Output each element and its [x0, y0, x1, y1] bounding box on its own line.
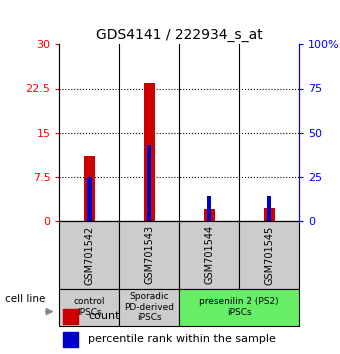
Bar [144, 82, 155, 221]
Text: percentile rank within the sample: percentile rank within the sample [88, 335, 276, 344]
Text: GSM701545: GSM701545 [264, 225, 274, 285]
Bar [87, 177, 91, 221]
Text: cell line: cell line [5, 294, 45, 304]
Text: count: count [88, 312, 120, 321]
Text: GSM701544: GSM701544 [204, 225, 214, 285]
Bar [63, 309, 78, 324]
FancyBboxPatch shape [59, 221, 119, 289]
Title: GDS4141 / 222934_s_at: GDS4141 / 222934_s_at [96, 28, 263, 42]
FancyBboxPatch shape [239, 221, 299, 289]
FancyBboxPatch shape [59, 289, 119, 326]
Bar [84, 156, 95, 221]
FancyBboxPatch shape [179, 289, 299, 326]
Text: presenilin 2 (PS2)
iPSCs: presenilin 2 (PS2) iPSCs [200, 297, 279, 317]
Bar [207, 196, 211, 221]
Bar [204, 210, 215, 221]
Text: GSM701543: GSM701543 [144, 225, 154, 285]
FancyBboxPatch shape [179, 221, 239, 289]
Bar [264, 208, 275, 221]
FancyBboxPatch shape [119, 221, 179, 289]
FancyBboxPatch shape [119, 289, 179, 326]
Text: Sporadic
PD-derived
iPSCs: Sporadic PD-derived iPSCs [124, 292, 174, 322]
Bar [267, 196, 271, 221]
Text: control
IPSCs: control IPSCs [74, 297, 105, 317]
Bar [147, 145, 152, 221]
Bar [63, 332, 78, 347]
Text: GSM701542: GSM701542 [84, 225, 95, 285]
